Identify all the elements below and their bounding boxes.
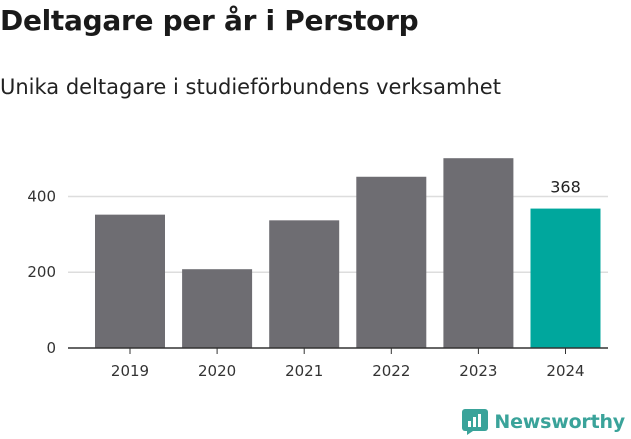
x-tick-label: 2024	[546, 362, 584, 380]
newsworthy-logo-icon	[462, 409, 489, 435]
y-tick-label: 400	[27, 187, 56, 205]
x-tick-label: 2019	[111, 362, 149, 380]
brand-name: Newsworthy	[494, 411, 625, 433]
x-tick-label: 2023	[459, 362, 497, 380]
x-tick-label: 2021	[285, 362, 323, 380]
bar-2021	[269, 220, 340, 348]
x-tick-label: 2020	[198, 362, 236, 380]
x-tick-label: 2022	[372, 362, 410, 380]
bar-2022	[356, 176, 427, 348]
chart-title: Deltagare per år i Perstorp	[0, 4, 419, 37]
brand-logo: Newsworthy	[462, 409, 625, 435]
data-label: 368	[550, 178, 581, 197]
chart-subtitle: Unika deltagare i studieförbundens verks…	[0, 75, 501, 99]
y-tick-label: 200	[27, 263, 56, 281]
bar-2020	[182, 269, 253, 348]
bar-2024	[530, 208, 601, 348]
bar-2023	[443, 158, 514, 348]
bar-2019	[95, 214, 165, 348]
y-tick-label: 0	[46, 339, 56, 357]
